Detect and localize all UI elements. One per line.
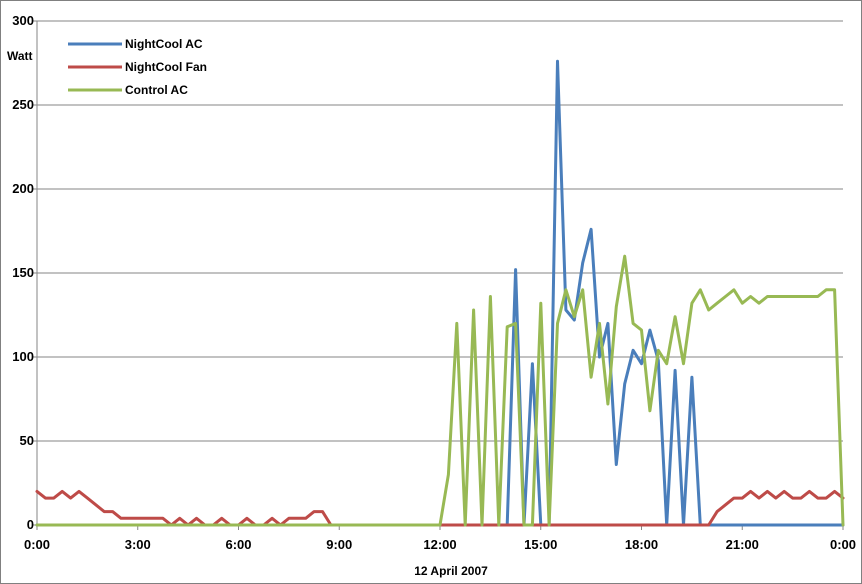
legend-label-control-ac: Control AC bbox=[125, 83, 188, 97]
tick-labels: 0 50 100 150 200 250 300 0:00 3:00 6:00 9:00 12:00 1… bbox=[12, 13, 856, 552]
x-tick-label: 0:00 bbox=[830, 537, 856, 552]
series-lines bbox=[35, 59, 845, 527]
x-tick-label: 18:00 bbox=[625, 537, 658, 552]
y-axis-title: Watt bbox=[7, 49, 33, 63]
y-tick-label: 150 bbox=[12, 265, 34, 280]
x-tick-label: 12:00 bbox=[423, 537, 456, 552]
y-tick-label: 250 bbox=[12, 97, 34, 112]
y-tick-label: 100 bbox=[12, 349, 34, 364]
x-tick-label: 0:00 bbox=[24, 537, 50, 552]
x-tick-label: 9:00 bbox=[326, 537, 352, 552]
x-axis-title: 12 April 2007 bbox=[414, 564, 488, 578]
x-tick-label: 21:00 bbox=[726, 537, 759, 552]
gridlines bbox=[37, 20, 843, 442]
y-tick-label: 300 bbox=[12, 13, 34, 28]
series-line-nightcool-ac bbox=[35, 59, 845, 527]
axes bbox=[32, 20, 844, 530]
x-tick-label: 3:00 bbox=[125, 537, 151, 552]
y-tick-label: 0 bbox=[27, 517, 34, 532]
legend: NightCool AC NightCool Fan Control AC bbox=[68, 37, 207, 97]
legend-label-nightcool-ac: NightCool AC bbox=[125, 37, 203, 51]
series-line-control-ac bbox=[35, 254, 845, 527]
legend-label-nightcool-fan: NightCool Fan bbox=[125, 60, 207, 74]
x-tick-label: 6:00 bbox=[225, 537, 251, 552]
x-tick-label: 15:00 bbox=[524, 537, 557, 552]
y-tick-label: 50 bbox=[20, 433, 34, 448]
y-tick-label: 200 bbox=[12, 181, 34, 196]
